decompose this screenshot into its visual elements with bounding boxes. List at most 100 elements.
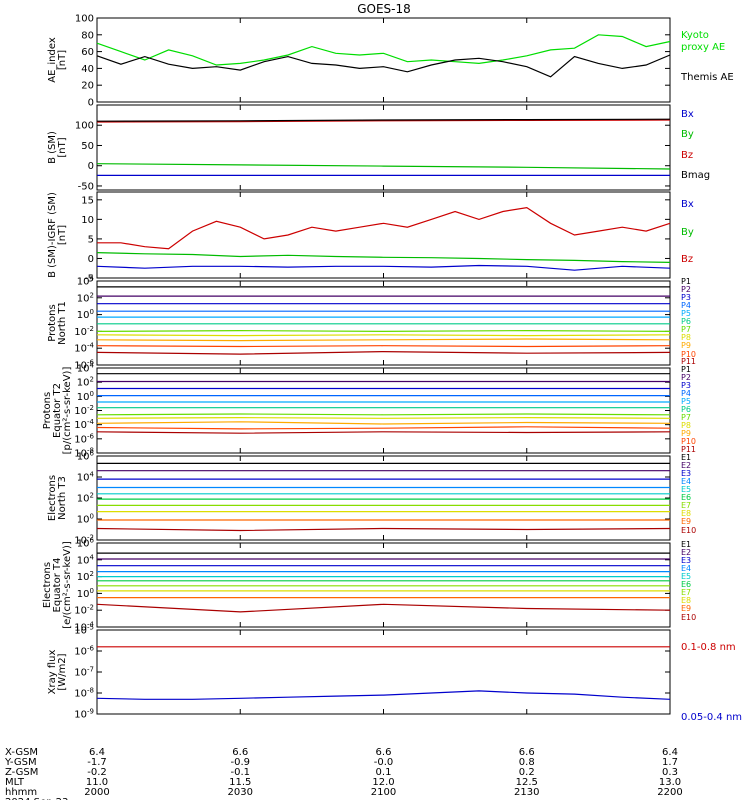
readout-value: 2100 xyxy=(371,787,396,798)
y-tick-label: 80 xyxy=(81,30,94,41)
y-tick-label: 104 xyxy=(77,471,95,484)
series-p11 xyxy=(96,350,671,355)
panel-frame xyxy=(96,542,671,628)
y-tick-label: 10-2 xyxy=(74,604,94,617)
legend-entry: P5 xyxy=(681,397,691,406)
legend-entry: P8 xyxy=(681,333,691,342)
readout-value: 6.6 xyxy=(376,747,392,758)
panel-frame xyxy=(96,191,671,279)
readout-row-label: hhmm xyxy=(5,787,37,798)
series-p9 xyxy=(96,421,671,425)
series-e10 xyxy=(96,603,671,613)
legend-entry: E8 xyxy=(681,509,691,518)
legend-entry: E2 xyxy=(681,548,691,557)
y-tick-label: 5 xyxy=(88,234,94,245)
legend-entry: P1 xyxy=(681,365,691,374)
legend-entry: Bx xyxy=(681,199,694,210)
y-tick-label: 10 xyxy=(81,215,94,226)
series-by xyxy=(96,163,671,170)
legend-entry: proxy AE xyxy=(681,42,725,53)
panel-2: -50 0 50 100 B (SM) [nT] Bx By Bz Bmag xyxy=(47,104,710,192)
legend-entry: P10 xyxy=(681,350,696,359)
readout-value: 2000 xyxy=(84,787,109,798)
series-p10 xyxy=(96,426,671,430)
y-axis-label: [nT] xyxy=(57,225,68,245)
y-tick-label: 10-2 xyxy=(74,404,94,417)
panel-8: 10-5 10-6 10-7 10-8 10-9 Xray flux [W/m2] 0.1-0… xyxy=(47,624,742,724)
y-tick-label: 0 xyxy=(88,254,94,265)
y-tick-label: 104 xyxy=(77,275,95,288)
y-tick-label: 10-4 xyxy=(74,342,94,355)
readout-value: -0.9 xyxy=(230,757,250,768)
legend-entry: 0.1-0.8 nm xyxy=(681,642,736,653)
y-tick-label: 15 xyxy=(81,195,94,206)
legend-entry: Bz xyxy=(681,254,693,265)
legend-entry: Kyoto xyxy=(681,30,709,41)
legend-entry: E10 xyxy=(681,526,696,535)
readout-value: 0.3 xyxy=(662,767,678,778)
y-tick-label: 100 xyxy=(77,390,94,403)
y-tick-label: 10-6 xyxy=(74,359,94,372)
y-tick-label: 60 xyxy=(81,47,94,58)
legend-entry: E6 xyxy=(681,493,691,502)
y-axis-label: Protons xyxy=(42,392,53,429)
legend-entry: P7 xyxy=(681,413,691,422)
readout-row-label: Z-GSM xyxy=(5,767,38,778)
legend-entry: E4 xyxy=(681,477,691,486)
legend-entry: P4 xyxy=(681,301,691,310)
y-tick-label: 50 xyxy=(81,141,94,152)
y-tick-label: 40 xyxy=(81,64,94,75)
legend-entry: E4 xyxy=(681,564,691,573)
legend-entry: P11 xyxy=(681,357,696,366)
legend-entry: P2 xyxy=(681,373,691,382)
time-axis-readout: X-GSM 6.4 6.6 6.6 6.6 6.4 Y-GSM -1.7 -0.9 -0.0 0.8… xyxy=(4,747,683,800)
plot-title: GOES-18 xyxy=(357,2,411,16)
readout-value: 12.5 xyxy=(516,777,538,788)
legend-entry: P5 xyxy=(681,309,691,318)
legend-entry: P2 xyxy=(681,285,691,294)
y-axis-label: [e/(cm²-s-sr-keV)] xyxy=(62,541,73,629)
y-tick-label: 102 xyxy=(77,570,94,583)
panel-frame xyxy=(96,367,671,454)
y-tick-label: 10-6 xyxy=(74,432,94,445)
readout-value: 6.6 xyxy=(519,747,535,758)
legend-entry: E10 xyxy=(681,613,696,622)
date-label: 2024 Sep 23 xyxy=(5,797,68,800)
series-e10 xyxy=(96,527,671,532)
readout-value: 6.4 xyxy=(89,747,105,758)
legend-entry: E1 xyxy=(681,540,691,549)
legend-entry: Bmag xyxy=(681,170,710,181)
readout-value: 2200 xyxy=(657,787,682,798)
readout-row-label: MLT xyxy=(5,777,25,788)
y-tick-label: 106 xyxy=(77,450,95,463)
y-axis-label: [nT] xyxy=(57,137,68,157)
legend-entry: P7 xyxy=(681,325,691,334)
y-tick-label: 102 xyxy=(77,376,94,389)
readout-value: 2030 xyxy=(228,787,253,798)
y-axis-label: Protons xyxy=(47,304,58,341)
legend-entry: P10 xyxy=(681,437,696,446)
y-tick-label: 10-8 xyxy=(74,687,94,700)
series-p8 xyxy=(96,416,671,419)
legend-entry: E1 xyxy=(681,453,691,462)
readout-value: 2130 xyxy=(514,787,539,798)
y-tick-label: -5 xyxy=(84,274,94,285)
y-axis-label: B (SM) xyxy=(47,131,58,164)
y-tick-label: 10-2 xyxy=(74,534,94,547)
y-tick-label: 102 xyxy=(77,291,94,304)
series-bx xyxy=(96,264,671,271)
readout-value: 11.0 xyxy=(86,777,108,788)
legend-entry: E3 xyxy=(681,556,691,565)
series-p10 xyxy=(96,345,671,348)
legend-entry: Bx xyxy=(681,109,694,120)
legend-entry: E9 xyxy=(681,604,691,613)
y-tick-label: 20 xyxy=(81,81,94,92)
y-tick-label: -50 xyxy=(78,181,94,192)
legend-entry: P3 xyxy=(681,381,691,390)
readout-value: 11.5 xyxy=(229,777,251,788)
panel-frame xyxy=(96,17,671,103)
y-tick-label: 100 xyxy=(77,308,94,321)
panel-3: -5 0 5 10 15 B (SM)-IGRF (SM) [nT] Bx By Bz xyxy=(47,191,694,285)
